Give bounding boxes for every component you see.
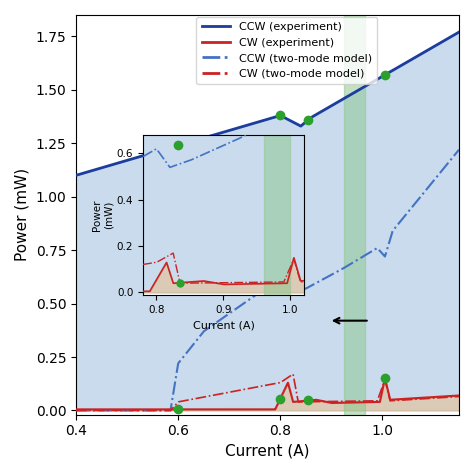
CW (experiment) [449,393,455,399]
CW (two-mode model) [117,408,123,413]
CCW (two-mode model) [73,408,79,413]
CW (experiment) [237,407,242,412]
CW (experiment) [117,407,123,412]
CCW (experiment) [139,153,145,159]
CW (experiment) [73,407,79,412]
CCW (experiment) [456,29,462,35]
CW (two-mode model) [237,388,242,393]
CW (two-mode model) [220,391,226,396]
CCW (two-mode model) [407,207,413,212]
X-axis label: Current (A): Current (A) [225,444,310,459]
CCW (experiment) [117,160,123,165]
CW (two-mode model) [456,394,462,400]
CCW (two-mode model) [456,147,462,153]
CW (two-mode model) [290,371,296,377]
CW (experiment) [139,407,145,412]
CW (two-mode model) [408,397,413,402]
CW (two-mode model) [449,394,455,400]
CCW (experiment) [407,57,413,63]
Legend: CCW (experiment), CW (experiment), CCW (two-mode model), CW (two-mode model): CCW (experiment), CW (experiment), CCW (… [197,17,377,84]
CW (experiment) [408,396,413,401]
Line: CW (experiment): CW (experiment) [76,379,459,410]
CCW (experiment) [220,129,226,135]
CCW (two-mode model) [117,408,123,413]
CCW (two-mode model) [237,303,242,309]
CW (experiment) [220,407,226,412]
Line: CW (two-mode model): CW (two-mode model) [76,374,459,410]
Line: CCW (experiment): CCW (experiment) [76,32,459,175]
CCW (experiment) [448,34,454,39]
CW (two-mode model) [73,408,79,413]
Y-axis label: Power (mW): Power (mW) [15,168,30,262]
CW (two-mode model) [139,408,145,413]
Bar [344,15,365,415]
CW (experiment) [456,392,462,398]
CCW (two-mode model) [139,408,145,413]
CCW (two-mode model) [448,156,454,162]
CCW (two-mode model) [220,315,226,321]
CCW (experiment) [73,173,79,178]
CCW (experiment) [237,125,242,130]
CW (experiment) [382,376,388,382]
Line: CCW (two-mode model): CCW (two-mode model) [76,150,459,410]
